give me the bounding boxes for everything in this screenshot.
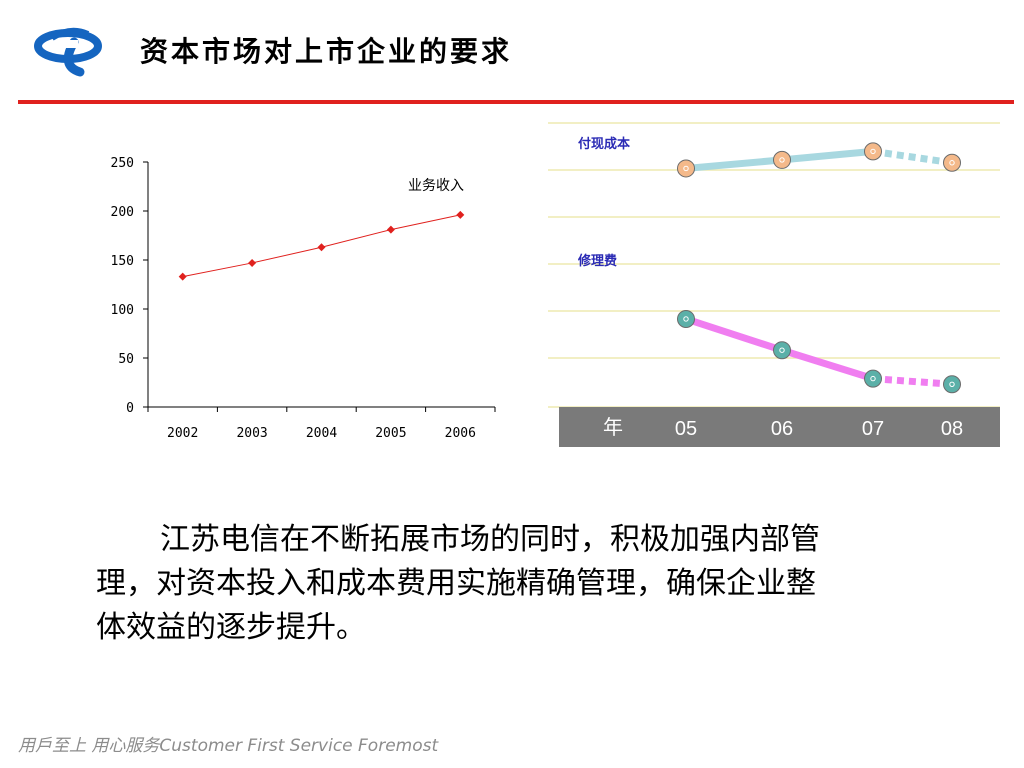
data-point-highlight (870, 375, 876, 382)
title-divider (18, 100, 1014, 104)
data-point-cash-cost (773, 150, 791, 169)
china-telecom-logo (34, 27, 102, 77)
x-tick-label: 2003 (236, 426, 267, 441)
data-point-repair-cost (773, 341, 791, 360)
y-tick-label: 200 (111, 205, 134, 220)
data-point-repair-cost (943, 375, 961, 394)
data-point-highlight (949, 381, 955, 387)
y-tick-label: 250 (111, 156, 134, 171)
legend-repair-cost: 修理费 (577, 253, 617, 269)
series-projection-repair-cost (872, 375, 953, 388)
y-tick-label: 150 (111, 254, 134, 269)
x-tick-label: 2005 (375, 426, 406, 441)
data-point-revenue (456, 210, 465, 219)
cost-trend-chart: 年 05 06 07 08 付现成本 修理费 (548, 122, 1000, 447)
summary-line-1: 江苏电信在不断拓展市场的同时，积极加强内部管 (160, 522, 820, 557)
x-tick-label: 2002 (167, 426, 198, 441)
summary-line-2: 理，对资本投入和成本费用实施精确管理，确保企业整 (96, 566, 816, 601)
data-point-cash-cost (943, 153, 961, 172)
page-title: 资本市场对上市企业的要求 (140, 35, 513, 68)
data-point-highlight (683, 165, 689, 172)
data-point-highlight (870, 148, 876, 155)
data-point-highlight (779, 347, 785, 353)
data-point-cash-cost (864, 142, 882, 161)
x-tick-label: 07 (862, 418, 884, 440)
data-point-repair-cost (864, 369, 882, 388)
x-tick-label: 05 (675, 418, 697, 440)
data-point-revenue (386, 225, 395, 234)
y-tick-label: 100 (111, 303, 134, 318)
x-tick-label: 2006 (445, 426, 476, 441)
y-tick-label: 0 (126, 401, 134, 416)
x-tick-label: 08 (941, 418, 963, 440)
legend-cash-cost: 付现成本 (578, 136, 630, 152)
y-tick-label: 50 (118, 352, 134, 367)
revenue-line-chart: 0 50 100 150 200 250 2002 2003 2004 2005 2006 业务收入 (111, 156, 496, 441)
x-axis-band (559, 407, 1000, 447)
data-point-revenue (178, 272, 187, 281)
data-point-revenue (248, 258, 257, 267)
footer-slogan: 用戶至上 用心服务Customer First Service Foremost (18, 736, 439, 756)
x-tick-label: 2004 (306, 426, 337, 441)
x-tick-label: 06 (771, 418, 793, 440)
data-point-cash-cost (677, 159, 695, 178)
data-point-repair-cost (677, 309, 695, 328)
data-point-highlight (683, 316, 689, 322)
summary-paragraph: 江苏电信在不断拓展市场的同时，积极加强内部管 理，对资本投入和成本费用实施精确管… (96, 518, 936, 650)
data-point-revenue (317, 243, 326, 252)
x-axis-title: 年 (603, 415, 623, 439)
legend-revenue: 业务收入 (408, 178, 464, 194)
data-point-highlight (779, 157, 785, 163)
summary-line-3: 体效益的逐步提升。 (96, 610, 366, 645)
data-point-highlight (949, 160, 955, 166)
series-projection-cash-cost (872, 147, 953, 167)
